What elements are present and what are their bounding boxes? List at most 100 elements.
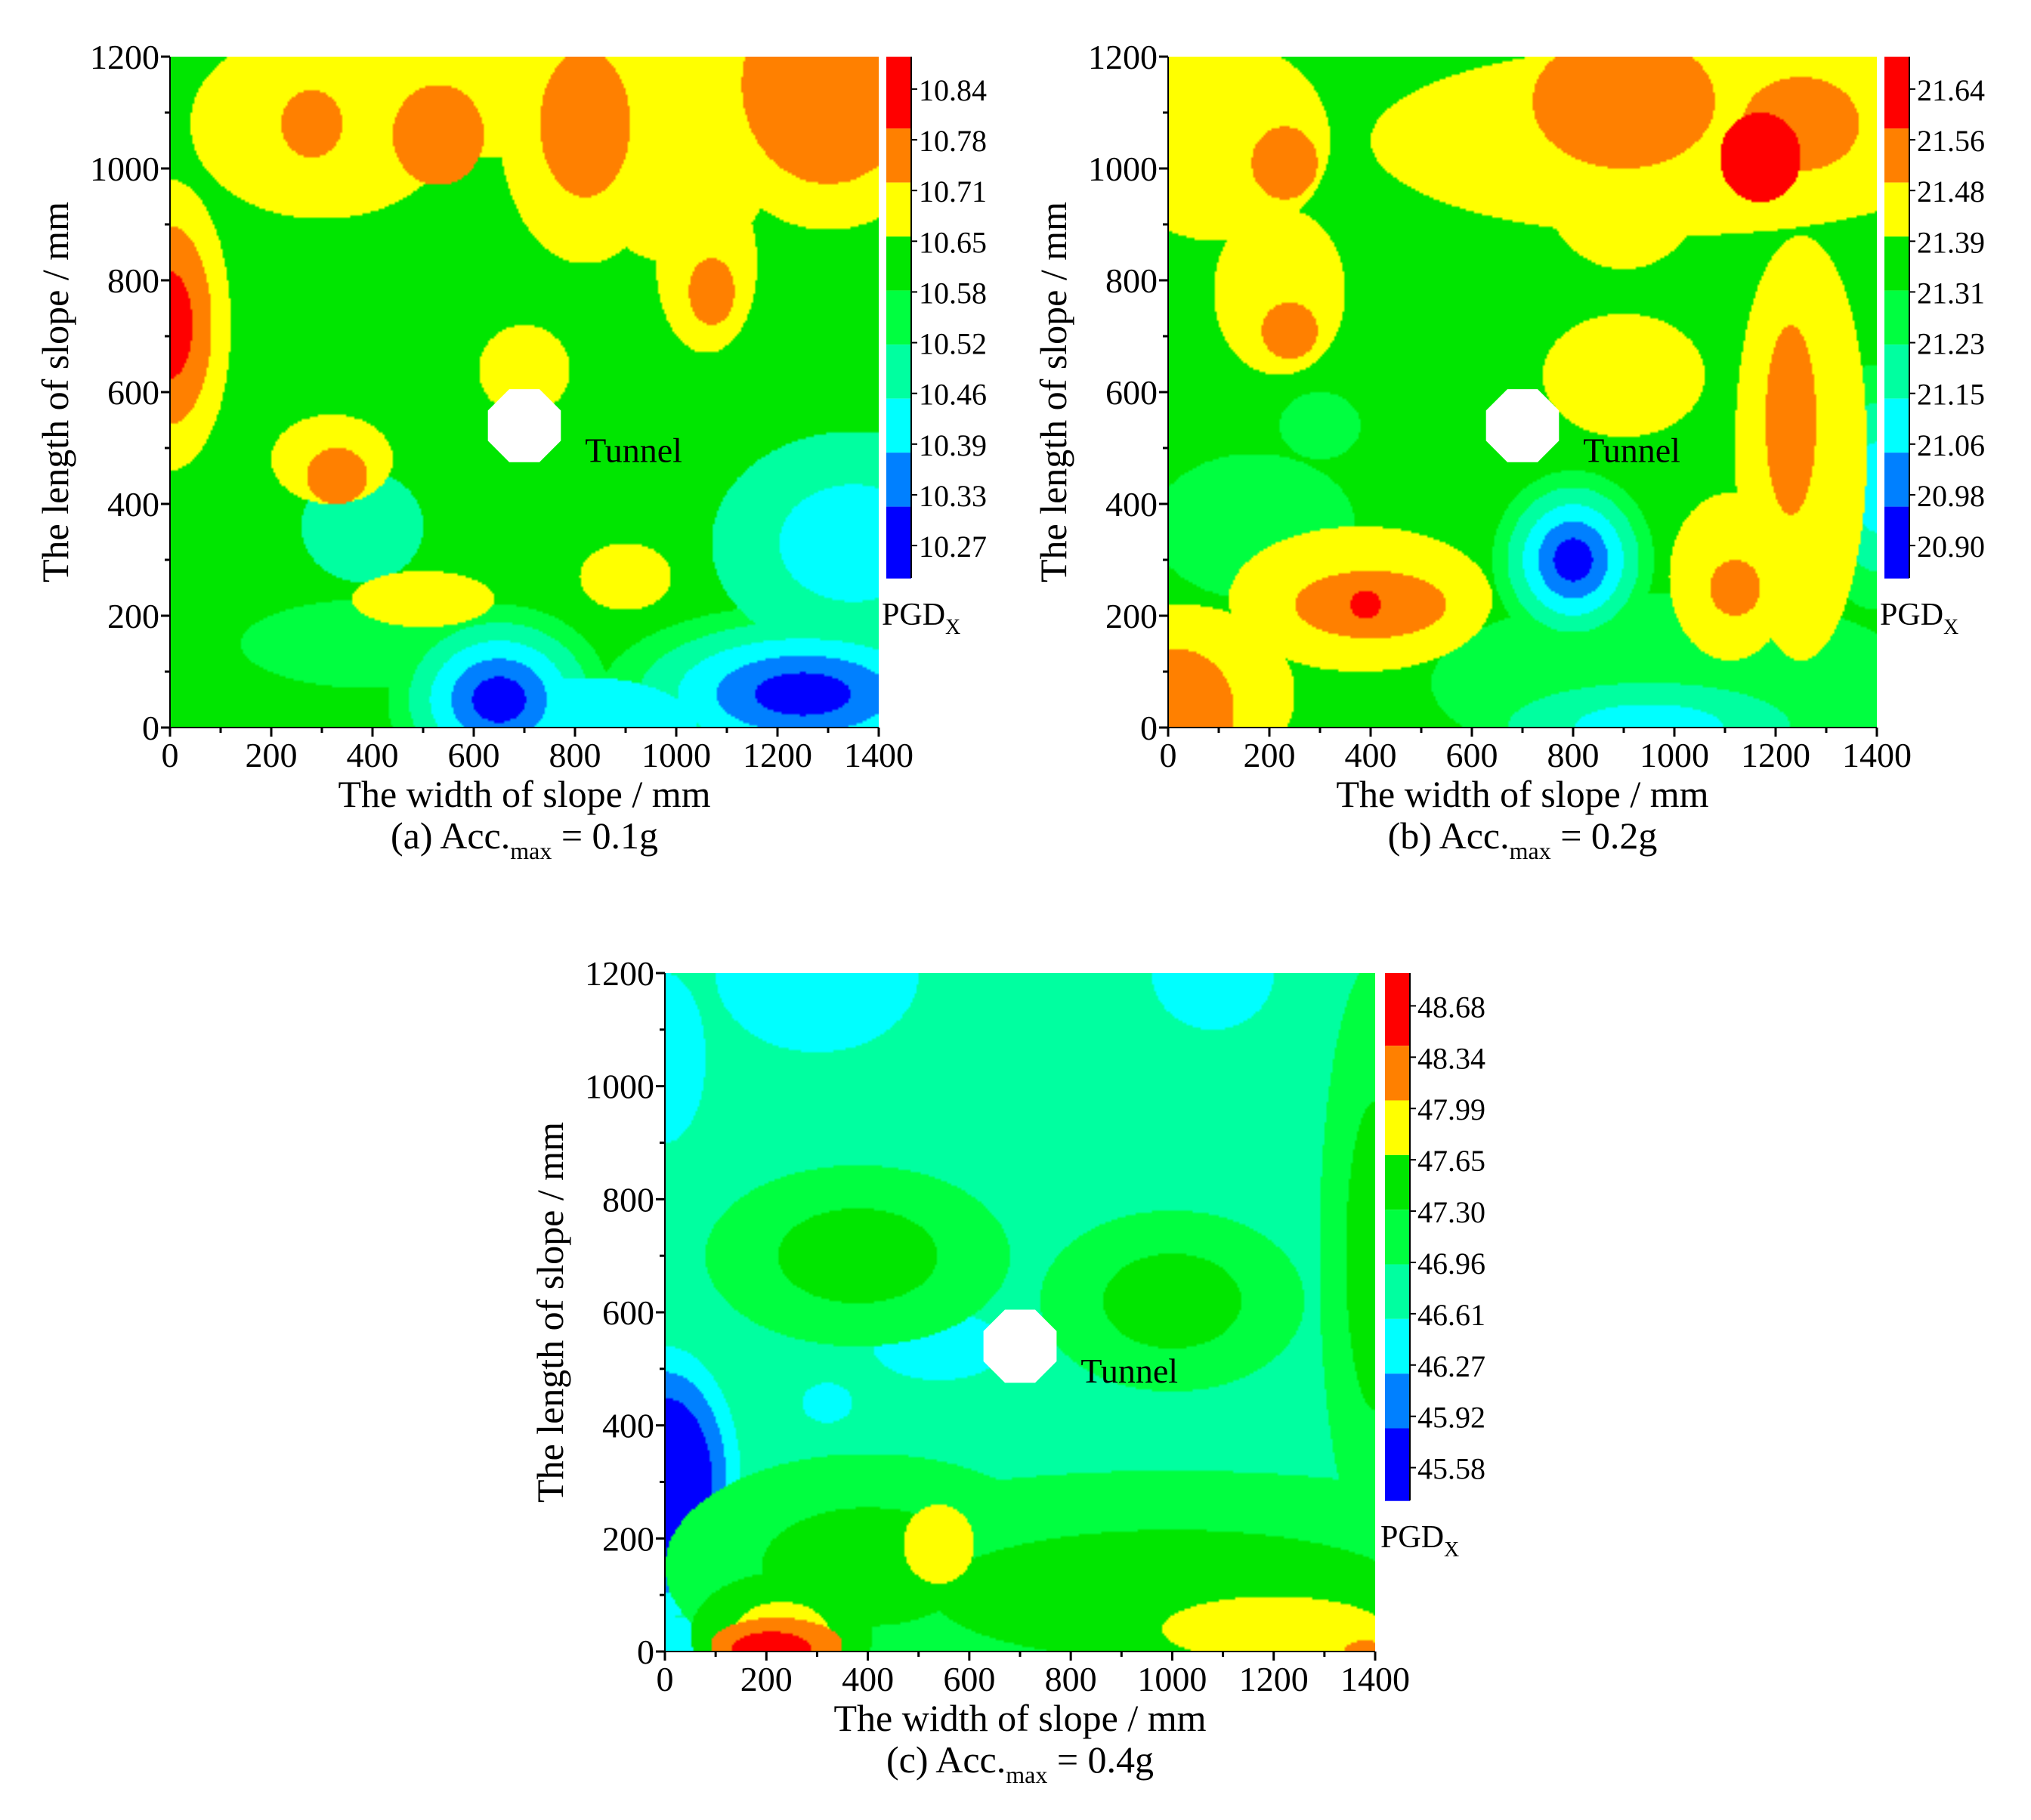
y-tick-label: 1000 <box>585 1068 654 1106</box>
panel-caption: (c) Acc.max = 0.4g <box>886 1738 1154 1788</box>
colorbar-swatch <box>886 345 911 399</box>
y-tick-label: 600 <box>1105 373 1158 412</box>
x-tick-label: 400 <box>842 1660 894 1698</box>
y-tick-label: 800 <box>107 261 159 300</box>
colorbar-tick-label: 10.39 <box>919 428 987 462</box>
tunnel-label: Tunnel <box>1080 1352 1178 1390</box>
caption-prefix: (b) Acc. <box>1388 814 1510 857</box>
y-axis-label: The length of slope / mm <box>34 202 76 582</box>
colorbar-tick-label: 45.58 <box>1417 1452 1485 1486</box>
tunnel-marker <box>487 389 561 462</box>
y-tick-label: 1000 <box>90 150 159 188</box>
x-tick-label: 1400 <box>844 736 913 774</box>
colorbar-swatch <box>886 506 911 579</box>
y-tick-label: 0 <box>637 1633 654 1671</box>
colorbar-swatch <box>1884 290 1909 345</box>
chart-panel-0: Tunnel 0 200 400 600 800 1000 1200 1400 0 200 400 60… <box>34 38 987 864</box>
panel-caption: (a) Acc.max = 0.1g <box>391 814 658 864</box>
colorbar-swatch <box>1385 1046 1410 1101</box>
colorbar-tick-label: 21.06 <box>1917 428 1985 462</box>
panel-caption: (b) Acc.max = 0.2g <box>1388 814 1658 864</box>
x-tick-label: 0 <box>657 1660 674 1698</box>
colorbar-swatch <box>886 182 911 237</box>
tunnel-label: Tunnel <box>585 431 682 469</box>
colorbar-title: PGDX <box>882 598 960 639</box>
y-tick-label: 0 <box>1140 709 1158 747</box>
colorbar-tick-label: 10.71 <box>919 175 987 209</box>
colorbar-tick-label: 21.31 <box>1917 276 1985 310</box>
x-tick-label: 1000 <box>641 736 711 774</box>
colorbar-tick-label: 10.52 <box>919 327 987 361</box>
x-tick-label: 600 <box>943 1660 995 1698</box>
colorbar-tick-label: 46.27 <box>1417 1349 1485 1383</box>
x-tick-label: 0 <box>1160 736 1177 774</box>
x-tick-label: 1200 <box>1239 1660 1309 1698</box>
colorbar-swatch <box>1884 182 1909 237</box>
chart-panel-1: Tunnel 0 200 400 600 800 1000 1200 1400 0 200 400 60… <box>1032 38 1985 864</box>
y-tick-label: 400 <box>107 485 159 524</box>
colorbar-title-subscript: X <box>1444 1538 1459 1562</box>
x-tick-label: 400 <box>1345 736 1397 774</box>
colorbar-tick-label: 46.96 <box>1417 1247 1485 1281</box>
x-tick-label: 0 <box>162 736 179 774</box>
colorbar-tick-label: 21.39 <box>1917 225 1985 259</box>
colorbar-swatch <box>1884 345 1909 399</box>
x-axis-label: The width of slope / mm <box>834 1697 1207 1739</box>
colorbar-title: PGDX <box>1380 1520 1459 1562</box>
colorbar-tick-label: 47.99 <box>1417 1092 1485 1126</box>
colorbar: 10.84 10.78 10.71 10.65 10.58 10.52 10.46 10.39… <box>882 57 987 639</box>
x-axis-label: The width of slope / mm <box>338 773 711 815</box>
y-tick-label: 1200 <box>585 954 654 993</box>
x-tick-label: 1400 <box>1842 736 1912 774</box>
y-tick-label: 600 <box>107 373 159 412</box>
colorbar-tick-label: 21.15 <box>1917 378 1985 412</box>
y-tick-label: 200 <box>1105 597 1158 635</box>
colorbar-swatch <box>1884 57 1909 129</box>
y-tick-label: 0 <box>142 709 159 747</box>
colorbar-swatch <box>886 236 911 291</box>
colorbar-swatch <box>1385 1154 1410 1210</box>
colorbar-tick-label: 21.48 <box>1917 175 1985 209</box>
colorbar: 21.64 21.56 21.48 21.39 21.31 21.23 21.15 21.06… <box>1880 57 1985 639</box>
colorbar-swatch <box>1385 973 1410 1046</box>
caption-suffix: = 0.4g <box>1047 1738 1154 1781</box>
y-tick-label: 1200 <box>90 38 159 76</box>
caption-prefix: (a) Acc. <box>391 814 510 857</box>
colorbar-tick-label: 20.90 <box>1917 530 1985 564</box>
colorbar-tick-label: 21.23 <box>1917 327 1985 361</box>
colorbar: 48.68 48.34 47.99 47.65 47.30 46.96 46.61 46.27… <box>1380 973 1485 1562</box>
x-tick-label: 1200 <box>1741 736 1810 774</box>
x-tick-label: 600 <box>448 736 500 774</box>
x-axis-label: The width of slope / mm <box>1337 773 1709 815</box>
caption-prefix: (c) Acc. <box>886 1738 1006 1781</box>
colorbar-tick-label: 47.30 <box>1417 1195 1485 1229</box>
colorbar-title-main: PGD <box>882 598 945 632</box>
colorbar-tick-label: 10.27 <box>919 530 987 564</box>
y-axis-label: The length of slope / mm <box>1032 202 1074 582</box>
colorbar-tick-label: 48.68 <box>1417 990 1485 1024</box>
y-tick-label: 200 <box>602 1519 654 1558</box>
tunnel-marker <box>983 1309 1057 1383</box>
chart-panel-2: Tunnel 0 200 400 600 800 1000 1200 1400 0 200 400 60… <box>529 954 1485 1788</box>
y-tick-label: 400 <box>602 1407 654 1445</box>
x-tick-label: 800 <box>1045 1660 1097 1698</box>
colorbar-title-main: PGD <box>1880 598 1943 632</box>
colorbar-title-subscript: X <box>945 616 960 639</box>
colorbar-tick-label: 10.65 <box>919 225 987 259</box>
tunnel-label: Tunnel <box>1583 431 1680 469</box>
y-tick-label: 800 <box>602 1180 654 1219</box>
colorbar-swatch <box>886 57 911 129</box>
y-tick-label: 400 <box>1105 485 1158 524</box>
colorbar-swatch <box>886 290 911 345</box>
x-tick-label: 1000 <box>1640 736 1709 774</box>
x-tick-label: 400 <box>347 736 399 774</box>
colorbar-title: PGDX <box>1880 598 1958 639</box>
caption-suffix: = 0.1g <box>552 814 658 857</box>
colorbar-title-main: PGD <box>1380 1520 1444 1555</box>
x-tick-label: 600 <box>1446 736 1498 774</box>
x-tick-label: 200 <box>1244 736 1296 774</box>
colorbar-title-subscript: X <box>1943 616 1958 639</box>
colorbar-swatch <box>1884 128 1909 183</box>
colorbar-tick-label: 46.61 <box>1417 1298 1485 1332</box>
